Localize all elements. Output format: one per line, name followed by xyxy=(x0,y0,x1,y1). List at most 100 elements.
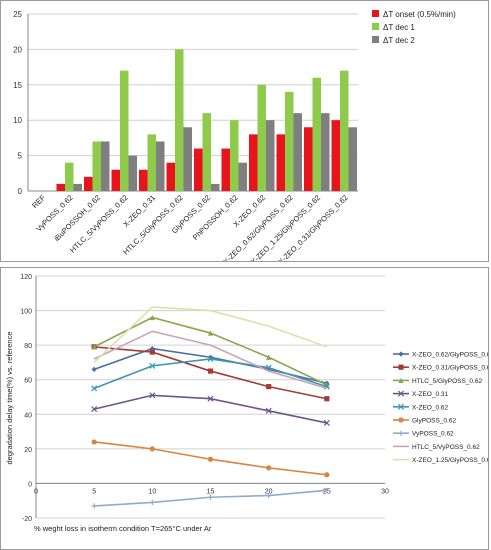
bar-8-series-0 xyxy=(249,134,258,191)
bar-2-series-0 xyxy=(84,176,93,191)
bar-legend-swatch xyxy=(372,10,379,17)
line-point-5-2 xyxy=(207,456,214,462)
bar-y-tick-label: 5 xyxy=(18,152,23,161)
bar-y-tick-label: 20 xyxy=(13,45,22,54)
line-point-2-0 xyxy=(91,344,97,350)
bar-8-series-1 xyxy=(257,84,266,191)
bar-legend-label: ΔT dec 2 xyxy=(383,36,415,45)
bar-3-series-2 xyxy=(128,155,137,191)
line-point-5-4 xyxy=(324,472,330,478)
line-legend-label: X-ZEO_0.62 xyxy=(412,404,449,411)
line-point-5-0 xyxy=(91,439,97,445)
bar-4-series-2 xyxy=(156,141,165,191)
bar-5-series-1 xyxy=(175,49,184,192)
bar-legend-swatch xyxy=(372,36,379,43)
bar-8-series-2 xyxy=(266,120,275,191)
line-legend-marker xyxy=(397,403,405,410)
line-y-tick-label: 60 xyxy=(24,378,32,385)
bar-3-series-1 xyxy=(120,70,129,191)
bar-1-series-0 xyxy=(56,183,65,191)
bar-10-series-0 xyxy=(304,127,313,191)
line-y-tick-label: 40 xyxy=(24,412,32,419)
line-point-6-0 xyxy=(91,503,97,509)
bar-y-tick-label: 10 xyxy=(13,116,22,125)
bar-y-tick-label: 25 xyxy=(13,10,22,19)
line-legend-label: GlyPOSS_0.62 xyxy=(412,418,456,425)
line-point-3-3 xyxy=(265,407,272,414)
bar-legend-label: ΔT dec 1 xyxy=(383,23,415,32)
bar-10-series-2 xyxy=(321,113,330,191)
line-legend-marker xyxy=(398,364,404,370)
line-y-tick-label: 0 xyxy=(28,481,32,488)
line-point-4-3 xyxy=(265,364,272,371)
bar-1-series-1 xyxy=(65,162,74,191)
bar-y-tick-label: 15 xyxy=(13,81,22,90)
bar-9-series-1 xyxy=(285,91,294,191)
bar-9-series-0 xyxy=(276,134,285,191)
bar-5-series-2 xyxy=(183,127,192,191)
bar-9-series-2 xyxy=(293,113,302,191)
bar-y-tick-label: 0 xyxy=(18,187,23,196)
line-point-3-0 xyxy=(91,406,98,413)
line-point-2-1 xyxy=(149,314,155,321)
line-legend-marker xyxy=(398,377,404,383)
line-point-1-4 xyxy=(324,396,330,402)
line-y-tick-label: 80 xyxy=(24,343,32,350)
line-legend-label: X-ZEO_0.31/GlyPOSS_0.62 xyxy=(412,365,488,372)
line-legend-label: HTLC_5/VyPOSS_0.62 xyxy=(412,444,480,451)
line-legend-label: HTLC_5/GlyPOSS_0.62 xyxy=(412,378,482,385)
line-point-0-0 xyxy=(91,366,97,372)
line-x-tick-label: 10 xyxy=(148,488,156,495)
line-x-tick-label: 0 xyxy=(34,488,38,495)
line-legend-label: X-ZEO_0.62/GlyPOSS_0.62 xyxy=(412,352,488,359)
bar-legend-label: ΔT onset (0.5%/min) xyxy=(383,10,456,19)
line-point-4-0 xyxy=(91,385,98,392)
line-point-5-1 xyxy=(149,446,155,452)
bar-2-series-2 xyxy=(101,141,110,191)
bar-4-series-0 xyxy=(139,169,148,191)
bar-7-series-1 xyxy=(230,120,239,191)
line-point-3-1 xyxy=(149,392,156,399)
line-series-7 xyxy=(93,330,328,390)
line-legend-marker xyxy=(398,430,404,436)
bar-1-series-2 xyxy=(73,183,82,191)
line-point-6-3 xyxy=(266,492,272,499)
bar-7-series-2 xyxy=(238,162,247,191)
line-point-2-3 xyxy=(266,354,272,360)
line-x-tick-label: 30 xyxy=(381,488,389,495)
bar-6-series-2 xyxy=(211,183,220,191)
line-point-4-2 xyxy=(207,355,214,362)
line-chart-panel: -20 0 20 40 60 80 100 120 0 5 10 15 20 25 30% weght lo… xyxy=(0,267,489,550)
bar-6-series-0 xyxy=(194,148,203,191)
line-point-3-4 xyxy=(323,419,330,426)
bar-chart-panel: 0 5 10 15 20 25 REF VyPOSS_0.62 iBuPOSSOH_0.62 HT… xyxy=(0,0,489,262)
line-legend-marker xyxy=(398,417,404,423)
bar-chart: 0510152025REFVyPOSS_0.62iBuPOSSOH_0.62HT… xyxy=(13,10,456,261)
bar-10-series-1 xyxy=(312,77,321,191)
line-legend-label: VyPOSS_0.62 xyxy=(412,431,454,438)
line-x-axis-title: % weght loss in isotherm condition T=265… xyxy=(34,524,212,533)
bar-6-series-1 xyxy=(202,113,211,191)
bar-3-series-0 xyxy=(111,169,120,191)
line-point-1-3 xyxy=(266,384,272,390)
bar-11-series-0 xyxy=(331,120,340,191)
line-point-6-4 xyxy=(324,487,330,493)
bar-5-series-0 xyxy=(166,162,175,191)
bar-2-series-1 xyxy=(92,141,101,191)
bar-11-series-2 xyxy=(348,127,357,191)
line-point-6-1 xyxy=(149,499,155,506)
line-y-axis-title: degradation delay time(%) vs. reference xyxy=(5,332,14,465)
line-legend-label: X-ZEO_0.31 xyxy=(412,391,449,398)
line-x-tick-label: 15 xyxy=(207,488,215,495)
line-point-4-1 xyxy=(149,362,156,369)
bar-7-series-0 xyxy=(221,148,230,191)
line-point-1-1 xyxy=(149,349,155,355)
line-y-tick-label: 20 xyxy=(24,447,32,454)
line-point-2-2 xyxy=(207,330,214,336)
line-y-tick-label: 120 xyxy=(20,274,32,281)
line-point-0-2 xyxy=(207,354,214,360)
bar-11-series-1 xyxy=(340,70,349,191)
line-series-8 xyxy=(93,306,328,364)
bar-4-series-1 xyxy=(147,134,156,191)
